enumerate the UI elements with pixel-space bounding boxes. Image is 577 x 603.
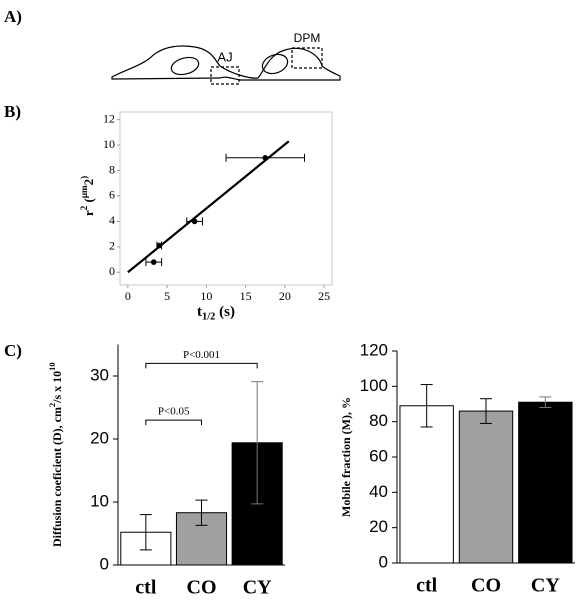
x-tick-label: 15 [240,289,252,303]
label-part: 2 [79,205,89,210]
label-part: Diffusion coeficient (D), cm [50,407,64,547]
x-tick-label: CO [187,577,217,599]
cell-diagram [111,45,341,85]
y-tick-label: 20 [369,517,388,536]
y-tick-label: 10 [90,491,109,510]
label-part: μm [79,185,89,198]
y-axis-label: r2 (μm2) [79,176,96,216]
y-tick-label: 120 [360,340,388,359]
error-bar [139,514,152,551]
point [191,218,198,225]
significance-bracket [145,419,202,426]
point [262,154,269,161]
significance-bracket [145,362,258,369]
label-part: ( [81,198,96,206]
x-axis-label: t1/2 (s) [197,304,235,322]
x-tick-label: CO [471,575,501,597]
x-tick-label: 25 [318,289,330,303]
x-tick-label: CY [243,577,272,599]
x-tick-label: 5 [164,289,170,303]
point [156,242,163,249]
label-part: 1/2 [202,312,215,323]
significance-label: P<0.05 [158,406,190,418]
y-tick-label: 100 [360,376,388,395]
x-tick-label: 0 [125,289,131,303]
nucleus [261,53,289,75]
label-part: Mobile fraction (M), % [339,397,353,517]
label-part: 10 [48,362,57,370]
y-tick-label: 8 [109,162,115,176]
x-tick-label: 10 [200,289,212,303]
y-tick-label: 80 [369,411,388,430]
diagram-label: DPM [294,31,321,45]
error-bar [539,396,552,409]
y-tick-label: 20 [90,428,109,447]
y-tick-label: 12 [103,111,115,125]
y-tick-label: 6 [109,188,115,202]
bar [399,405,454,564]
label-part: 2 [81,179,96,186]
nucleus [170,56,200,76]
panel-label: A) [4,7,22,26]
point [150,259,157,265]
label-part: (s) [215,304,235,320]
x-tick-label: ctl [135,577,157,599]
y-axis-label: Diffusion coeficient (D), cm2/s x 1010 [48,362,64,547]
y-tick-label: 40 [369,482,388,501]
error-bar [420,384,433,428]
y-tick-label: 2 [109,239,115,253]
x-tick-label: ctl [416,575,438,597]
panel-label: C) [4,341,22,360]
y-tick-label: 0 [109,264,115,278]
y-tick-label: 0 [100,554,109,573]
error-bar [251,381,264,505]
aj-box [210,66,240,85]
y-axis-label: Mobile fraction (M), % [339,397,353,517]
y-tick-label: 0 [379,552,388,571]
label-part: t [197,304,202,320]
diagram-label: AJ [217,49,232,64]
plot-frame [119,111,333,286]
x-tick-label: 20 [279,289,291,303]
bar [518,401,573,564]
error-bar [195,499,208,526]
panel-label: B) [4,102,21,121]
label-part: r [81,210,96,216]
bar [458,410,514,564]
x-tick-label: CY [531,575,560,597]
error-bar [480,398,492,424]
y-tick-label: 30 [90,365,109,384]
fit-line [127,140,290,274]
cell-outline [111,45,341,81]
y-tick-label: 60 [369,446,388,465]
label-part: ) [79,176,89,179]
label-part: /s x 10 [50,371,64,404]
y-tick-label: 4 [109,213,115,227]
label-part: 2 [48,403,57,407]
y-tick-label: 10 [103,137,115,151]
significance-label: P<0.001 [183,349,220,361]
dpm-box [291,47,323,69]
